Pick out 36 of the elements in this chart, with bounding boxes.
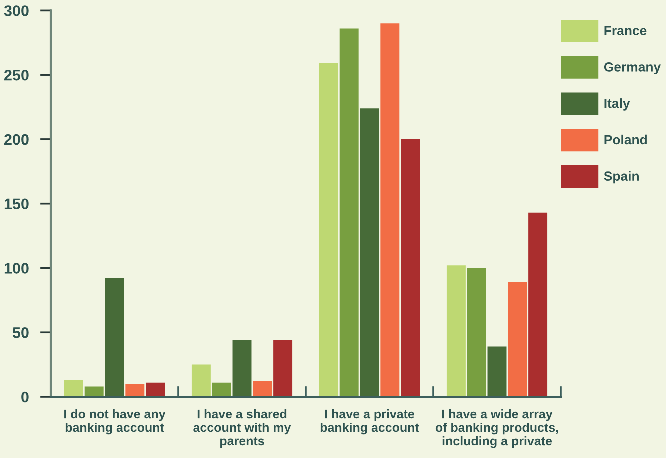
x-tick-label: I have a private banking account [320, 410, 420, 435]
y-tick-label: 0 [22, 392, 29, 403]
x-tick-label: I have a shared account with my parents [194, 410, 292, 448]
legend-label: Italy [604, 98, 630, 111]
y-tick-label: 50 [12, 327, 29, 338]
bar [360, 108, 380, 397]
bar [212, 382, 232, 397]
y-tick-label: 100 [4, 263, 29, 274]
y-tick-label: 200 [4, 134, 29, 146]
y-tick-label: 150 [4, 198, 29, 210]
bar [446, 266, 466, 397]
legend-label: Poland [604, 134, 647, 145]
bar [253, 382, 272, 397]
legend-label: Spain [604, 171, 639, 184]
bar [105, 278, 124, 397]
legend-label: Germany [604, 62, 662, 74]
x-tick-label: I have a wide array of banking products, including a private [436, 410, 558, 448]
bar [84, 386, 104, 397]
x-tick-label: I do not have any banking account [64, 410, 166, 435]
bar [467, 268, 486, 397]
bar [274, 340, 293, 397]
legend-label: France [604, 26, 647, 36]
bar [488, 346, 507, 397]
bar [508, 282, 528, 397]
bar [528, 212, 548, 397]
bar [64, 380, 84, 397]
y-tick-label: 250 [4, 70, 29, 81]
bar [146, 382, 166, 397]
y-tick-label: 300 [4, 6, 29, 16]
bar [192, 364, 211, 397]
bar [401, 139, 420, 397]
bar [232, 340, 252, 397]
bar [126, 384, 145, 397]
bar [340, 28, 359, 397]
bar [319, 63, 338, 397]
bar [380, 24, 400, 397]
